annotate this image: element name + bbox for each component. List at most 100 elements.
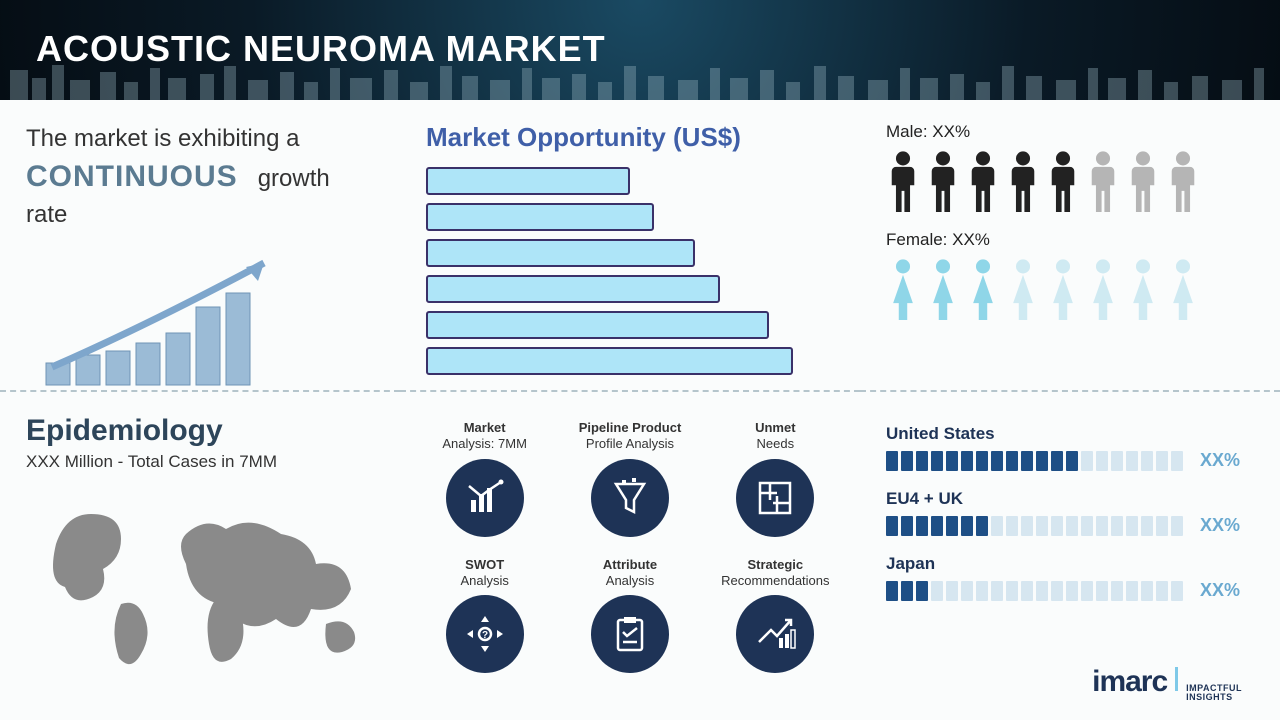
region-segment xyxy=(1066,581,1078,601)
region-seg-row: XX% xyxy=(886,515,1254,536)
analysis-icon xyxy=(446,459,524,537)
analysis-panel: MarketAnalysis: 7MM Pipeline ProductProf… xyxy=(400,390,860,720)
region-segment xyxy=(886,516,898,536)
region-segment xyxy=(976,516,988,536)
female-person-icon xyxy=(1006,258,1040,320)
analysis-icon xyxy=(591,459,669,537)
opportunity-bar xyxy=(426,239,695,267)
region-block: United States XX% xyxy=(886,424,1254,471)
brand-logo: imarc IMPACTFUL INSIGHTS xyxy=(1092,665,1242,702)
region-segment xyxy=(1096,451,1108,471)
regions-panel: United States XX% EU4 + UK XX% Japan XX%… xyxy=(860,390,1280,720)
region-segment xyxy=(946,451,958,471)
regions-holder: United States XX% EU4 + UK XX% Japan XX% xyxy=(886,424,1254,601)
brand-sub2: INSIGHTS xyxy=(1186,693,1242,702)
analysis-label: AttributeAnalysis xyxy=(571,557,688,590)
region-segment xyxy=(1051,451,1063,471)
male-label: Male: XX% xyxy=(886,122,1254,142)
male-person-icon xyxy=(1046,150,1080,212)
region-segment xyxy=(1051,581,1063,601)
region-segment xyxy=(946,516,958,536)
region-segment xyxy=(1156,516,1168,536)
region-segment xyxy=(1141,581,1153,601)
female-person-icon xyxy=(1126,258,1160,320)
analysis-label: MarketAnalysis: 7MM xyxy=(426,420,543,453)
region-segment xyxy=(1156,581,1168,601)
world-map-icon xyxy=(26,484,376,684)
opportunity-bar xyxy=(426,311,769,339)
region-pct: XX% xyxy=(1200,450,1240,471)
opportunity-bars xyxy=(426,167,834,375)
region-segment xyxy=(1126,451,1138,471)
region-segment xyxy=(1066,451,1078,471)
region-segment xyxy=(931,516,943,536)
region-segment xyxy=(1081,581,1093,601)
region-segment xyxy=(961,451,973,471)
region-segment xyxy=(1036,451,1048,471)
male-person-icon xyxy=(1006,150,1040,212)
region-seg-row: XX% xyxy=(886,450,1254,471)
female-person-icon xyxy=(926,258,960,320)
analysis-label: StrategicRecommendations xyxy=(717,557,834,590)
male-person-icon xyxy=(966,150,1000,212)
growth-big: CONTINUOUS xyxy=(26,160,238,193)
region-segment xyxy=(946,581,958,601)
opportunity-panel: Market Opportunity (US$) xyxy=(400,100,860,390)
region-segment xyxy=(976,581,988,601)
female-label: Female: XX% xyxy=(886,230,1254,250)
region-segment xyxy=(1036,516,1048,536)
analysis-icon-grid: MarketAnalysis: 7MM Pipeline ProductProf… xyxy=(426,414,834,673)
region-name: Japan xyxy=(886,554,1254,574)
region-segment xyxy=(916,451,928,471)
growth-line2-a xyxy=(244,165,251,192)
region-segment xyxy=(1111,581,1123,601)
epidemiology-sub: XXX Million - Total Cases in 7MM xyxy=(26,452,374,472)
growth-line1: The market is exhibiting a xyxy=(26,125,299,152)
region-segment xyxy=(916,581,928,601)
region-segment xyxy=(916,516,928,536)
region-segment xyxy=(1051,516,1063,536)
epidemiology-title: Epidemiology xyxy=(26,414,374,448)
region-segment xyxy=(901,451,913,471)
analysis-item: StrategicRecommendations xyxy=(717,557,834,674)
header: ACOUSTIC NEUROMA MARKET xyxy=(0,0,1280,100)
region-segment xyxy=(886,451,898,471)
content-grid: The market is exhibiting a CONTINUOUS gr… xyxy=(0,100,1280,720)
region-segment xyxy=(1081,516,1093,536)
region-block: EU4 + UK XX% xyxy=(886,489,1254,536)
region-segment xyxy=(886,581,898,601)
region-segment xyxy=(1081,451,1093,471)
region-segment xyxy=(1111,516,1123,536)
region-segment xyxy=(1096,516,1108,536)
region-segment xyxy=(1021,516,1033,536)
analysis-icon xyxy=(736,595,814,673)
region-segment xyxy=(1006,581,1018,601)
region-segment xyxy=(1036,581,1048,601)
region-segment xyxy=(991,581,1003,601)
region-segment xyxy=(1021,451,1033,471)
analysis-label: SWOTAnalysis xyxy=(426,557,543,590)
analysis-item: UnmetNeeds xyxy=(717,420,834,537)
opportunity-bar xyxy=(426,167,630,195)
region-segment xyxy=(976,451,988,471)
opportunity-bar xyxy=(426,275,720,303)
analysis-icon xyxy=(591,595,669,673)
region-segment xyxy=(1171,451,1183,471)
analysis-label: UnmetNeeds xyxy=(717,420,834,453)
region-name: United States xyxy=(886,424,1254,444)
female-person-icon xyxy=(1166,258,1200,320)
region-segment xyxy=(1096,581,1108,601)
brand-wordmark: imarc xyxy=(1092,665,1167,699)
analysis-item: MarketAnalysis: 7MM xyxy=(426,420,543,537)
male-pictogram-row xyxy=(886,150,1254,212)
gender-panel: Male: XX% Female: XX% xyxy=(860,100,1280,390)
region-block: Japan XX% xyxy=(886,554,1254,601)
opportunity-title: Market Opportunity (US$) xyxy=(426,122,834,153)
region-segment xyxy=(1126,516,1138,536)
region-segment xyxy=(991,516,1003,536)
svg-text:?: ? xyxy=(482,630,488,641)
opportunity-bar xyxy=(426,203,654,231)
region-pct: XX% xyxy=(1200,580,1240,601)
region-segment xyxy=(1021,581,1033,601)
region-segment xyxy=(931,581,943,601)
